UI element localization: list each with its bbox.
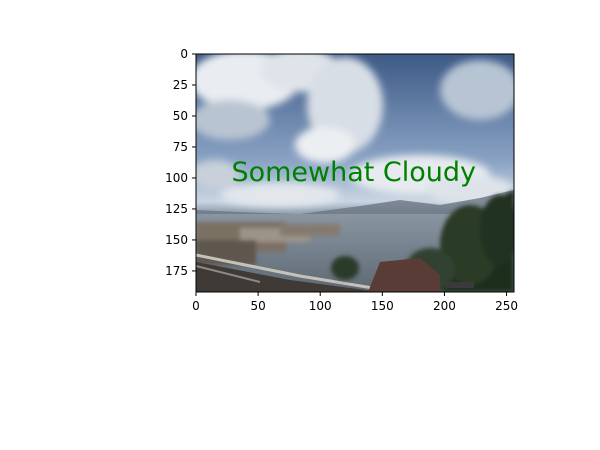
y-axis-ticks: 0 25 50 75 100 125 150 175 — [165, 47, 196, 278]
x-tick-label: 200 — [433, 299, 456, 313]
y-tick-label: 100 — [165, 171, 188, 185]
y-tick-label: 150 — [165, 233, 188, 247]
y-tick-label: 25 — [173, 78, 188, 92]
weather-annotation: Somewhat Cloudy — [231, 157, 476, 188]
x-tick-label: 50 — [250, 299, 265, 313]
x-tick-label: 100 — [309, 299, 332, 313]
y-tick-label: 125 — [165, 202, 188, 216]
y-tick-label: 50 — [173, 109, 188, 123]
axes-frame — [195, 53, 515, 293]
x-tick-label: 250 — [495, 299, 518, 313]
x-tick-label: 150 — [371, 299, 394, 313]
y-tick-label: 0 — [180, 47, 188, 61]
y-tick-label: 175 — [165, 264, 188, 278]
shoreline-city — [196, 222, 340, 265]
x-axis-ticks: 0 50 100 150 200 250 — [192, 292, 518, 313]
y-tick-label: 75 — [173, 140, 188, 154]
tree-cluster — [331, 190, 514, 292]
x-tick-label: 0 — [192, 299, 200, 313]
webcam-photo — [196, 54, 514, 292]
cloud-masses — [196, 54, 514, 207]
